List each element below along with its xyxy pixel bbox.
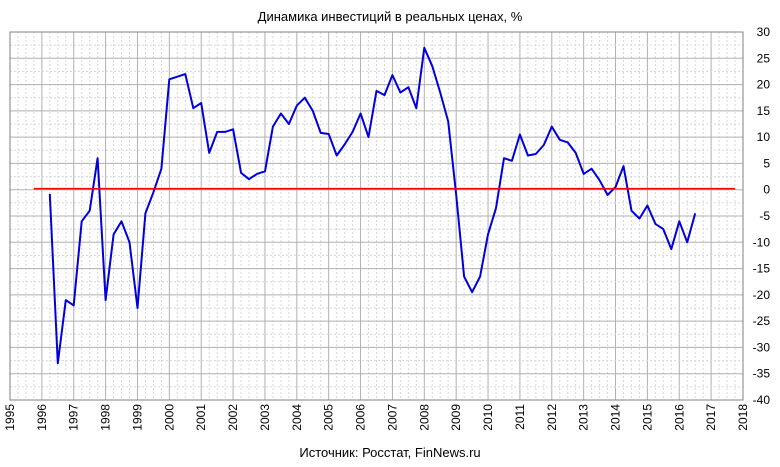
y-tick-label: 5 (763, 156, 770, 170)
x-tick-label: 1995 (3, 404, 17, 431)
plot-border (9, 31, 744, 401)
y-tick-label: -15 (753, 262, 771, 276)
source-note: Источник: Росстат, FinNews.ru (299, 445, 481, 460)
y-tick-label: 15 (757, 104, 771, 118)
investment-growth-line (48, 46, 697, 365)
x-tick-label: 2017 (704, 404, 718, 431)
chart-title: Динамика инвестиций в реальных ценах, % (257, 9, 523, 24)
y-tick-label: 30 (757, 25, 771, 39)
x-tick-label: 2000 (162, 404, 176, 431)
x-tick-label: 2010 (481, 404, 495, 431)
x-tick-label: 1996 (35, 404, 49, 431)
y-tick-label: 0 (763, 183, 770, 197)
x-tick-label: 2008 (417, 404, 431, 431)
y-tick-label: 20 (757, 78, 771, 92)
x-tick-label: 2005 (322, 404, 336, 431)
y-tick-label: -40 (753, 393, 771, 407)
y-tick-label: -25 (753, 314, 771, 328)
x-tick-label: 2002 (226, 404, 240, 431)
x-tick-label: 1997 (67, 404, 81, 431)
y-tick-label: -35 (753, 367, 771, 381)
x-tick-label: 2003 (258, 404, 272, 431)
x-tick-label: 2009 (449, 404, 463, 431)
x-tick-label: 2011 (513, 404, 527, 430)
y-tick-label: -10 (753, 235, 771, 249)
x-tick-label: 1999 (130, 404, 144, 431)
x-tick-label: 2007 (385, 404, 399, 431)
y-tick-label: 25 (757, 51, 771, 65)
x-tick-label: 2014 (609, 404, 623, 431)
x-tick-label: 2016 (672, 404, 686, 431)
x-tick-label: 2012 (545, 404, 559, 431)
x-tick-label: 2006 (354, 404, 368, 431)
x-tick-label: 2015 (640, 404, 654, 431)
x-tick-label: 2013 (577, 404, 591, 431)
x-tick-label: 2018 (736, 404, 750, 431)
y-tick-label: -20 (753, 288, 771, 302)
x-tick-label: 2004 (290, 404, 304, 431)
y-tick-label: 10 (757, 130, 771, 144)
y-tick-label: -30 (753, 340, 771, 354)
x-tick-label: 1998 (99, 404, 113, 431)
y-tick-label: -5 (759, 209, 770, 223)
x-tick-label: 2001 (194, 404, 208, 431)
